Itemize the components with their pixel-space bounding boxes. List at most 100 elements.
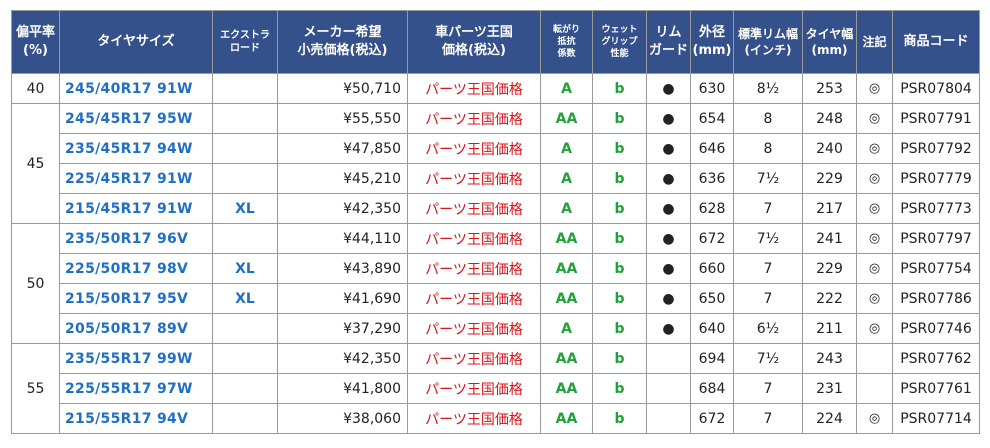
- cell-maker-price: ¥42,350: [277, 193, 408, 224]
- cell-tire-size: 235/50R17 96V: [59, 223, 213, 254]
- cell-king-price: パーツ王国価格: [407, 73, 541, 104]
- cell-product-code: PSR07754: [892, 253, 980, 284]
- cell-product-code: PSR07791: [892, 103, 980, 134]
- table-row: 55 235/55R17 99W ¥42,350 パーツ王国価格 AA b 694 7½ 243…: [11, 343, 980, 434]
- cell-note: ◎: [856, 283, 893, 314]
- cell-note: ◎: [856, 103, 893, 134]
- cell-king-price: パーツ王国価格: [407, 163, 541, 194]
- cell-tire-width: 240: [802, 133, 857, 164]
- cell-rim-guard: [646, 403, 691, 434]
- cell-maker-price: ¥37,290: [277, 313, 408, 344]
- table-row: 225/55R17 97W ¥41,800 パーツ王国価格 AA b 684 7 231 PSR…: [12, 373, 980, 404]
- cell-rim-width: 8: [733, 103, 803, 134]
- cell-tire-width: 224: [802, 403, 857, 434]
- cell-extra-load: XL: [212, 283, 278, 314]
- cell-note: [856, 343, 893, 374]
- header-aspect-ratio: 偏平率 (%): [11, 10, 60, 74]
- cell-note: ◎: [856, 163, 893, 194]
- cell-tire-size: 235/55R17 99W: [59, 343, 213, 374]
- header-outer-diameter: 外径 (mm): [690, 10, 734, 74]
- cell-tire-size: 245/45R17 95W: [59, 103, 213, 134]
- cell-tire-width: 222: [802, 283, 857, 314]
- cell-extra-load: [212, 73, 278, 104]
- cell-tire-width: 217: [802, 193, 857, 224]
- table-row: 225/50R17 98V XL ¥43,890 パーツ王国価格 AA b ● 660 7 229…: [12, 253, 980, 284]
- cell-rim-guard: ●: [646, 223, 691, 254]
- cell-tire-width: 229: [802, 163, 857, 194]
- cell-extra-load: [212, 223, 278, 254]
- cell-outer-diameter: 684: [690, 373, 734, 404]
- cell-wet-grip: b: [592, 73, 647, 104]
- cell-wet-grip: b: [592, 283, 647, 314]
- cell-extra-load: [212, 373, 278, 404]
- cell-outer-diameter: 672: [690, 223, 734, 254]
- cell-wet-grip: b: [592, 403, 647, 434]
- cell-product-code: PSR07792: [892, 133, 980, 164]
- cell-outer-diameter: 636: [690, 163, 734, 194]
- cell-rim-guard: [646, 343, 691, 374]
- cell-outer-diameter: 650: [690, 283, 734, 314]
- cell-rolling-resistance: A: [540, 163, 593, 194]
- cell-rim-guard: [646, 373, 691, 404]
- cell-note: ◎: [856, 403, 893, 434]
- cell-king-price: パーツ王国価格: [407, 343, 541, 374]
- tire-spec-table: 偏平率 (%) タイヤサイズ エクストラ ロード メーカー希望 小売価格(税込) 車パ…: [11, 10, 980, 434]
- cell-rim-width: 6½: [733, 313, 803, 344]
- cell-rim-width: 7½: [733, 343, 803, 374]
- cell-maker-price: ¥50,710: [277, 73, 408, 104]
- cell-rolling-resistance: AA: [540, 103, 593, 134]
- cell-note: [856, 373, 893, 404]
- cell-maker-price: ¥55,550: [277, 103, 408, 134]
- cell-tire-width: 211: [802, 313, 857, 344]
- cell-extra-load: [212, 343, 278, 374]
- cell-king-price: パーツ王国価格: [407, 103, 541, 134]
- cell-rim-guard: ●: [646, 73, 691, 104]
- cell-tire-width: 248: [802, 103, 857, 134]
- cell-rolling-resistance: A: [540, 73, 593, 104]
- cell-rolling-resistance: AA: [540, 343, 593, 374]
- cell-tire-width: 243: [802, 343, 857, 374]
- cell-extra-load: [212, 163, 278, 194]
- cell-king-price: パーツ王国価格: [407, 283, 541, 314]
- cell-wet-grip: b: [592, 103, 647, 134]
- cell-tire-size: 245/40R17 91W: [59, 73, 213, 104]
- cell-product-code: PSR07786: [892, 283, 980, 314]
- cell-tire-size: 225/45R17 91W: [59, 163, 213, 194]
- cell-maker-price: ¥38,060: [277, 403, 408, 434]
- cell-extra-load: XL: [212, 193, 278, 224]
- cell-rim-guard: ●: [646, 313, 691, 344]
- cell-extra-load: [212, 133, 278, 164]
- cell-rolling-resistance: A: [540, 133, 593, 164]
- cell-rim-guard: ●: [646, 103, 691, 134]
- cell-rolling-resistance: AA: [540, 403, 593, 434]
- cell-tire-size: 205/50R17 89V: [59, 313, 213, 344]
- cell-king-price: パーツ王国価格: [407, 133, 541, 164]
- cell-maker-price: ¥42,350: [277, 343, 408, 374]
- cell-rolling-resistance: AA: [540, 253, 593, 284]
- cell-note: ◎: [856, 253, 893, 284]
- cell-product-code: PSR07761: [892, 373, 980, 404]
- header-product-code: 商品コード: [892, 10, 980, 74]
- cell-aspect-ratio: 45: [11, 103, 60, 224]
- cell-wet-grip: b: [592, 253, 647, 284]
- cell-outer-diameter: 694: [690, 343, 734, 374]
- cell-wet-grip: b: [592, 193, 647, 224]
- cell-maker-price: ¥41,800: [277, 373, 408, 404]
- cell-tire-size: 215/50R17 95V: [59, 283, 213, 314]
- cell-maker-price: ¥45,210: [277, 163, 408, 194]
- header-extra-load: エクストラ ロード: [212, 10, 278, 74]
- cell-wet-grip: b: [592, 313, 647, 344]
- tire-spec-table-container: 偏平率 (%) タイヤサイズ エクストラ ロード メーカー希望 小売価格(税込) 車パ…: [11, 10, 980, 434]
- cell-rim-guard: ●: [646, 193, 691, 224]
- cell-king-price: パーツ王国価格: [407, 223, 541, 254]
- table-row: 215/55R17 94V ¥38,060 パーツ王国価格 AA b 672 7 224 ◎ PS…: [12, 403, 980, 434]
- cell-rim-width: 7½: [733, 163, 803, 194]
- cell-outer-diameter: 630: [690, 73, 734, 104]
- cell-tire-size: 225/55R17 97W: [59, 373, 213, 404]
- cell-rolling-resistance: A: [540, 193, 593, 224]
- table-row: 215/50R17 95V XL ¥41,690 パーツ王国価格 AA b ● 650 7 222…: [12, 283, 980, 314]
- cell-tire-size: 225/50R17 98V: [59, 253, 213, 284]
